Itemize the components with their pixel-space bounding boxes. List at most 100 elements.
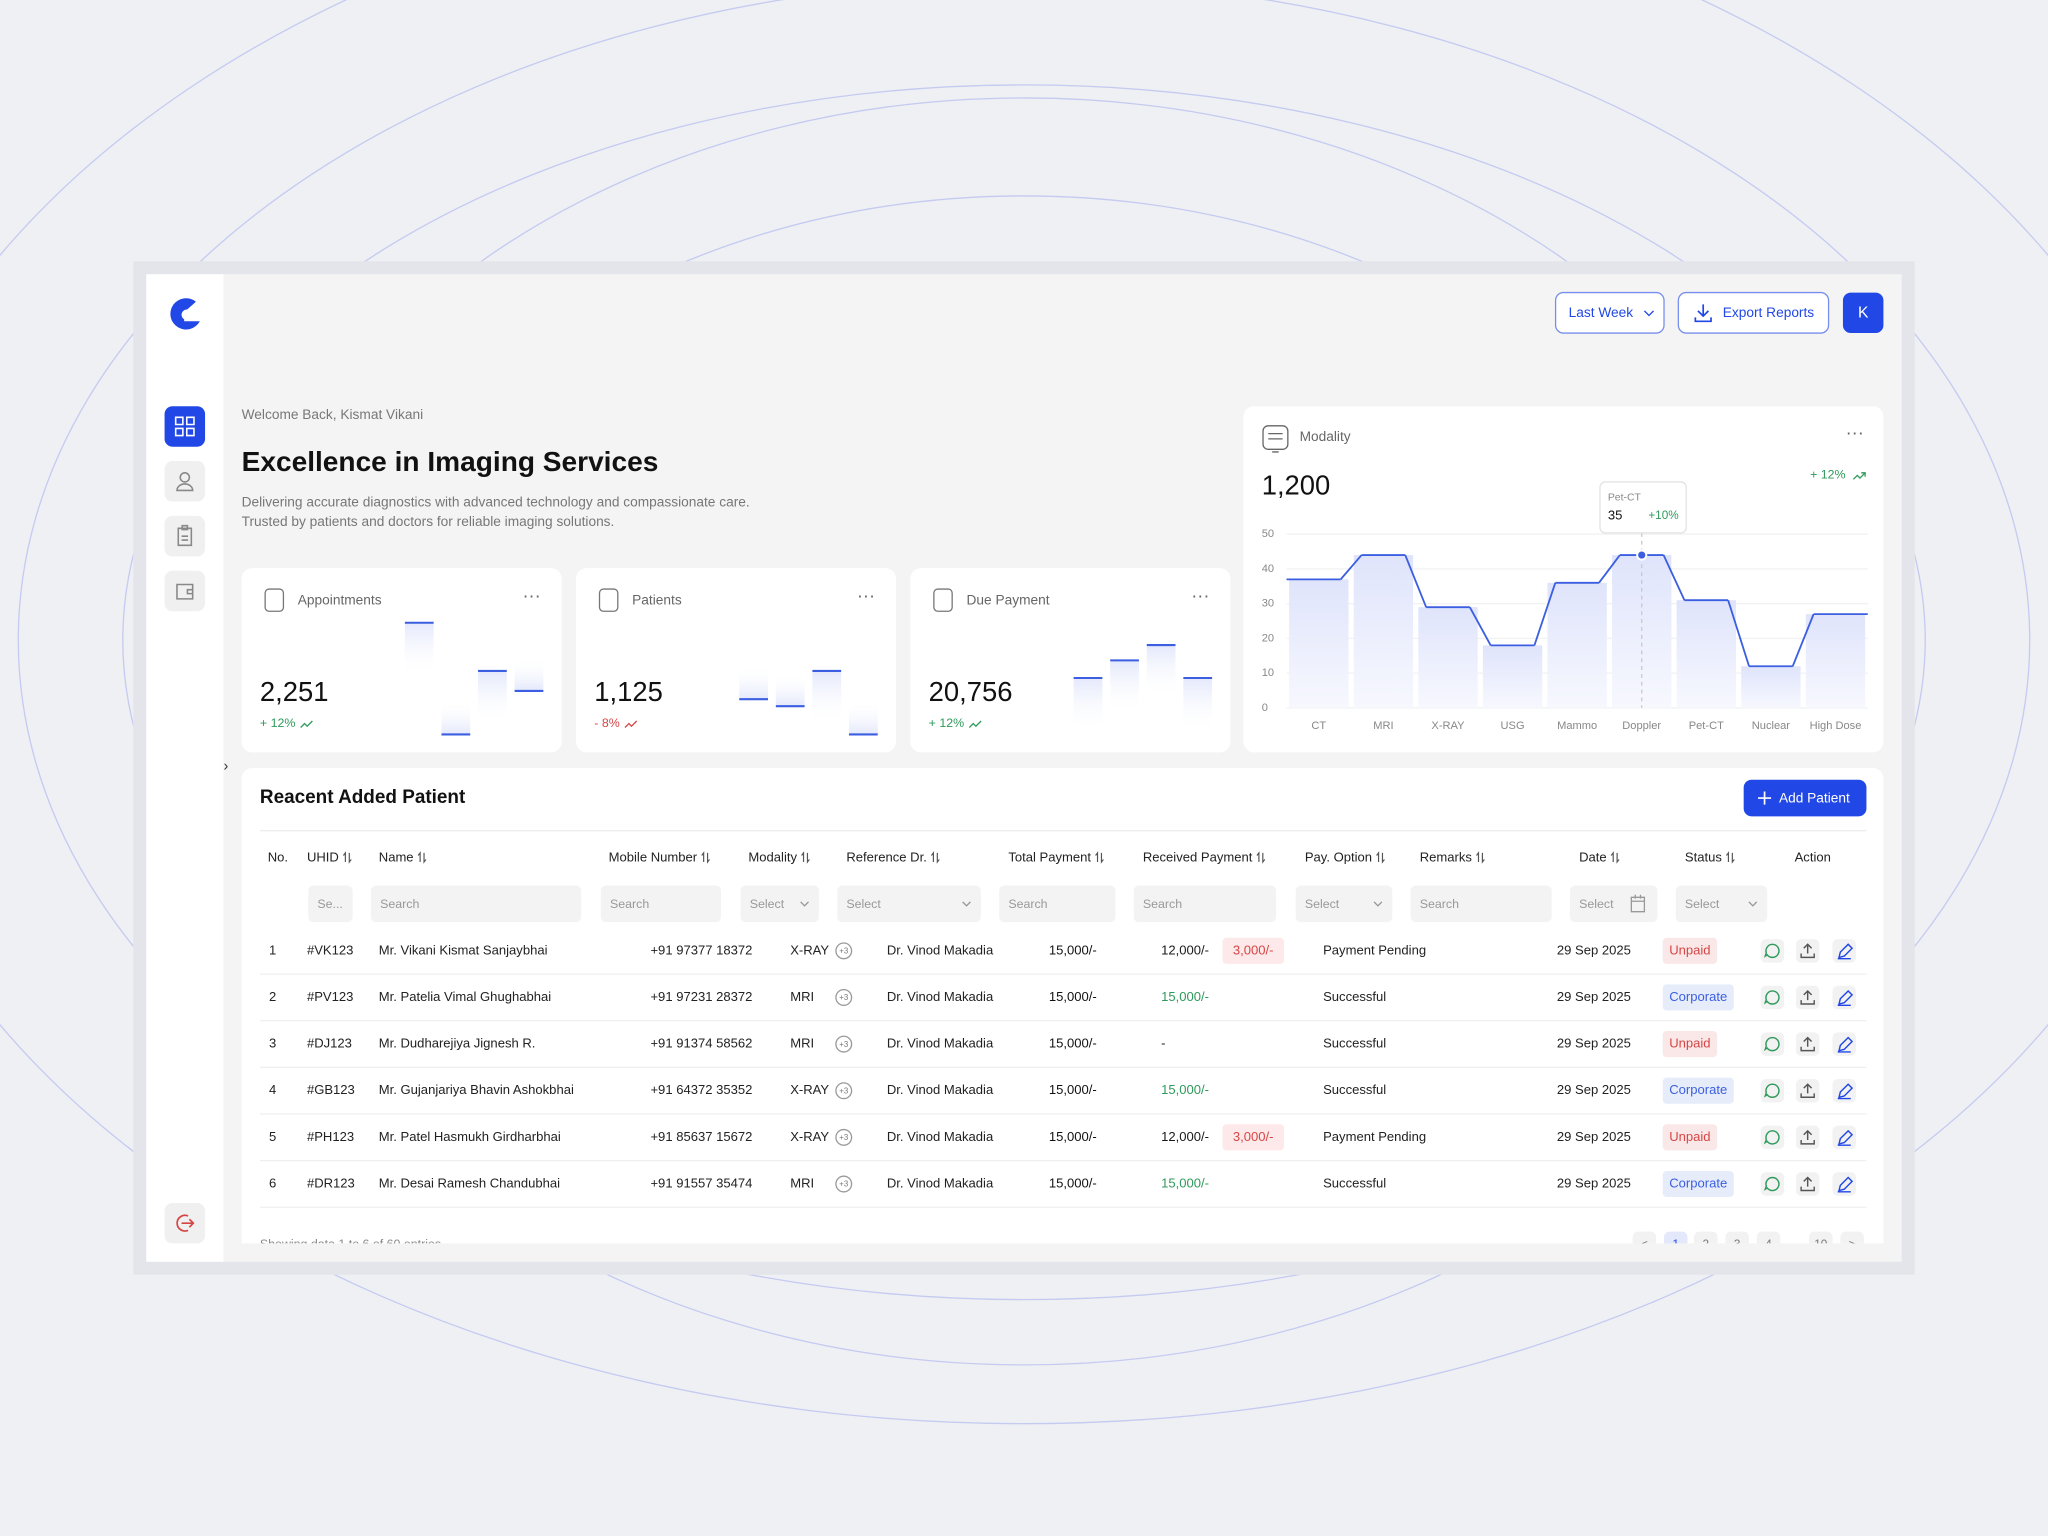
modality-total: 1,200 [1262, 469, 1331, 500]
card-icon [933, 588, 953, 612]
column-header: No. [268, 850, 288, 865]
action-icon [1800, 943, 1815, 959]
nav-item[interactable] [164, 406, 206, 447]
more-modalities-badge[interactable] [835, 1175, 853, 1193]
more-menu[interactable]: ··· [522, 585, 540, 606]
page-button[interactable] [1694, 1231, 1718, 1256]
page-button[interactable] [1840, 1231, 1864, 1256]
cell-no: 4 [269, 1082, 276, 1097]
cell-mobile: +91 91557 35474 [650, 1175, 752, 1190]
card-label: Patients [632, 592, 682, 607]
avatar-initial: K [1858, 305, 1869, 322]
nav-icon [176, 472, 194, 492]
cell-pay-option: Successful [1323, 1175, 1386, 1190]
action-button[interactable] [1832, 1125, 1856, 1150]
filter-input[interactable] [837, 885, 981, 923]
sort-icon[interactable] [701, 851, 711, 864]
page-button[interactable] [1756, 1231, 1781, 1256]
calendar-icon [1630, 894, 1646, 913]
avatar[interactable] [1842, 292, 1884, 334]
card-title: Modality [1300, 429, 1351, 444]
collapse-toggle[interactable]: › [224, 758, 229, 774]
nav-item[interactable] [164, 570, 206, 612]
action-icon [1800, 1036, 1815, 1052]
cell-status: Unpaid [1669, 1036, 1710, 1051]
action-button[interactable] [1832, 985, 1856, 1010]
chevron [1748, 901, 1758, 907]
cell-pay-option: Payment Pending [1323, 1129, 1426, 1144]
more-modalities-badge[interactable] [835, 988, 853, 1006]
trend-icon [300, 720, 313, 728]
add-patient-button[interactable] [1743, 779, 1867, 817]
action-button[interactable] [1760, 1078, 1785, 1103]
filter-input[interactable] [1410, 885, 1552, 923]
more-menu[interactable]: ··· [1846, 421, 1864, 442]
action-icon [1837, 1036, 1854, 1053]
description: Trusted by patients and doctors for reli… [242, 514, 615, 529]
logo [170, 298, 200, 330]
sort-icon[interactable] [1095, 851, 1104, 864]
action-button[interactable] [1832, 939, 1856, 963]
sort-icon[interactable] [1376, 851, 1385, 864]
cell-pay-option: Payment Pending [1323, 942, 1426, 957]
stat-card: Due Payment ··· 20,756 + 12% [910, 568, 1231, 753]
action-icon [1837, 989, 1854, 1007]
sort-icon[interactable] [801, 851, 810, 864]
more-modalities-badge[interactable] [835, 1082, 853, 1100]
action-button[interactable] [1832, 1172, 1856, 1196]
period-select[interactable] [1554, 291, 1665, 334]
cell-due: 3,000/- [1233, 942, 1274, 957]
filter-input[interactable] [999, 885, 1116, 923]
filter-input[interactable] [370, 885, 582, 923]
trend-icon [968, 720, 982, 728]
filter-input[interactable] [1295, 885, 1393, 923]
more-modalities-badge[interactable] [835, 1035, 853, 1053]
tooltip-category: Pet-CT [1608, 492, 1642, 503]
page-button[interactable] [1632, 1231, 1657, 1256]
sort-icon[interactable] [417, 851, 427, 864]
sort-icon[interactable] [1256, 851, 1266, 864]
top-bar: Last Week Export Reports K [1554, 291, 1884, 334]
column-header: Action [1795, 850, 1831, 865]
filter-input[interactable] [740, 885, 819, 923]
column-header: UHID [307, 850, 339, 865]
more-menu[interactable]: ··· [1191, 585, 1209, 606]
sort-icon[interactable] [1476, 851, 1485, 864]
filter-input[interactable] [1133, 885, 1277, 923]
sort-icon[interactable] [930, 851, 940, 864]
filter-placeholder: Search [1420, 897, 1459, 911]
action-button[interactable] [1760, 1125, 1785, 1150]
filter-input[interactable] [308, 885, 353, 923]
more-menu[interactable]: ··· [857, 585, 875, 606]
cell-doctor: Dr. Vinod Makadia [887, 942, 994, 957]
patient-table-card: Reacent Added Patient Add Patient No. UHI… [241, 768, 1884, 1256]
sort-icon[interactable] [1610, 851, 1620, 864]
action-button[interactable] [1760, 939, 1785, 963]
cell-modality: MRI [790, 989, 814, 1004]
page-label: 10 [1814, 1238, 1828, 1251]
more-modalities-badge[interactable] [835, 942, 853, 960]
action-icon [1763, 1176, 1780, 1192]
export-button[interactable] [1677, 291, 1830, 334]
cell-received: - [1161, 1036, 1165, 1051]
filter-input[interactable] [600, 885, 721, 923]
cell-name: Mr. Gujanjariya Bhavin Ashokbhai [379, 1082, 574, 1097]
bar-fade [1183, 678, 1213, 731]
page-button[interactable] [1664, 1231, 1688, 1256]
action-button[interactable] [1832, 1032, 1856, 1056]
action-button[interactable] [1760, 985, 1785, 1010]
y-tick-label: 20 [1262, 632, 1274, 644]
action-button[interactable] [1760, 1172, 1785, 1196]
sort-icon[interactable] [1726, 851, 1735, 864]
more-modalities-badge[interactable] [835, 1128, 853, 1146]
card-value: 20,756 [929, 676, 1013, 707]
page-button[interactable] [1808, 1231, 1833, 1256]
filter-placeholder: Select [1579, 897, 1614, 911]
page-button[interactable] [1725, 1231, 1749, 1256]
action-button[interactable] [1760, 1032, 1785, 1056]
filter-input[interactable] [1675, 885, 1768, 923]
action-button[interactable] [1832, 1078, 1856, 1103]
sort-icon[interactable] [342, 851, 352, 864]
due-badge [1222, 1124, 1284, 1151]
